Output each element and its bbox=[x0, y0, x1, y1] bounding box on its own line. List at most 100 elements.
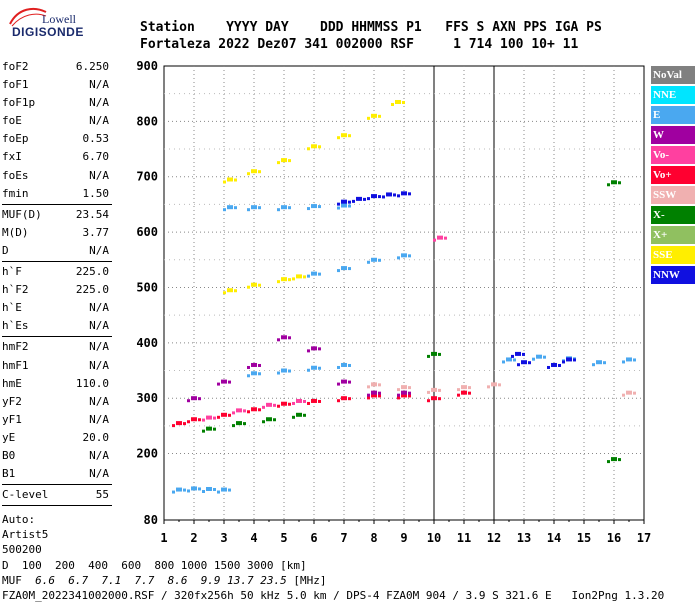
echo-point bbox=[382, 195, 385, 199]
param-row: yF2 N/A bbox=[2, 393, 112, 411]
echo-point bbox=[521, 360, 527, 365]
logo-swoosh-icon bbox=[9, 7, 47, 27]
echo-point bbox=[371, 382, 377, 387]
param-label: foEs bbox=[2, 168, 29, 182]
echo-point bbox=[318, 399, 321, 403]
echo-point bbox=[367, 385, 370, 389]
echo-point bbox=[348, 397, 351, 401]
echo-point bbox=[348, 363, 351, 367]
echo-point bbox=[543, 355, 546, 359]
param-row: hmF2 N/A bbox=[2, 338, 112, 356]
param-row: foEs N/A bbox=[2, 167, 112, 185]
echo-point bbox=[397, 396, 400, 400]
echo-point bbox=[603, 361, 606, 365]
echo-point bbox=[431, 387, 437, 392]
echo-point bbox=[247, 410, 250, 414]
y-tick-label: 300 bbox=[136, 391, 158, 405]
param-label: hmF2 bbox=[2, 340, 29, 354]
echo-point bbox=[337, 206, 340, 210]
footer-muf-label: MUF bbox=[2, 574, 22, 587]
param-value: N/A bbox=[89, 340, 109, 354]
echo-point bbox=[251, 362, 257, 367]
params-group-confidence: C-level 55 bbox=[2, 486, 112, 504]
echo-point bbox=[457, 388, 460, 392]
header-block: Station YYYY DAY DDD HHMMSS P1 FFS S AXN… bbox=[140, 19, 602, 53]
echo-point bbox=[292, 277, 295, 281]
param-value: N/A bbox=[89, 78, 109, 92]
echo-point bbox=[288, 336, 291, 340]
echo-point bbox=[367, 197, 370, 201]
x-tick-label: 16 bbox=[607, 531, 621, 545]
echo-point bbox=[311, 365, 317, 370]
echo-point bbox=[498, 383, 501, 387]
echo-point bbox=[251, 169, 257, 174]
echo-point bbox=[438, 352, 441, 356]
param-value: 23.54 bbox=[75, 207, 109, 221]
param-row: foF2 6.250 bbox=[2, 58, 112, 76]
echo-point bbox=[337, 365, 340, 369]
echo-point bbox=[296, 398, 302, 403]
echo-point bbox=[562, 360, 565, 364]
legend-item: NoVal bbox=[651, 66, 695, 84]
echo-point bbox=[303, 275, 306, 279]
polarization-legend: NoVal NNE E W Vo- Vo+ SSW X- X+ SSE NNW bbox=[651, 66, 695, 286]
digisonde-logo: Lowell DIGISONDE bbox=[4, 6, 124, 46]
echo-point bbox=[311, 271, 317, 276]
echo-point bbox=[408, 391, 411, 395]
echo-point bbox=[596, 360, 602, 365]
param-label: h`Es bbox=[2, 319, 29, 333]
legend-item: W bbox=[651, 126, 695, 144]
y-tick-label: 900 bbox=[136, 59, 158, 73]
echo-point bbox=[348, 267, 351, 271]
echo-point bbox=[611, 180, 617, 185]
autoscaling-line1: Auto: bbox=[2, 513, 36, 527]
param-value: N/A bbox=[89, 96, 109, 110]
echo-point bbox=[258, 408, 261, 412]
echo-point bbox=[262, 420, 265, 424]
echo-point bbox=[461, 385, 467, 390]
echo-point bbox=[337, 269, 340, 273]
legend-item: NNW bbox=[651, 266, 695, 284]
echo-point bbox=[234, 289, 237, 293]
echo-point bbox=[378, 258, 381, 262]
echo-point bbox=[558, 363, 561, 367]
echo-point bbox=[468, 386, 471, 390]
legend-item: E bbox=[651, 106, 695, 124]
footer-d-label: D bbox=[2, 559, 9, 572]
echo-point bbox=[352, 199, 355, 203]
echo-point bbox=[611, 457, 617, 462]
param-value: N/A bbox=[89, 243, 109, 257]
param-row: h`F 225.0 bbox=[2, 263, 112, 281]
echo-point bbox=[206, 415, 212, 420]
echo-point bbox=[337, 202, 340, 206]
echo-point bbox=[468, 391, 471, 395]
echo-point bbox=[176, 421, 182, 426]
param-value: 55 bbox=[95, 488, 109, 502]
x-tick-label: 15 bbox=[577, 531, 591, 545]
parameter-panel: foF2 6.250 foF1 N/A foF1p N/A foE N/A foEp 0.53 fx… bbox=[2, 58, 112, 557]
param-row: h`Es N/A bbox=[2, 317, 112, 335]
param-row: fmin 1.50 bbox=[2, 185, 112, 203]
echo-point bbox=[251, 282, 257, 287]
echo-point bbox=[251, 205, 257, 210]
param-label: yF1 bbox=[2, 412, 22, 426]
echo-point bbox=[281, 277, 287, 282]
echo-point bbox=[234, 206, 237, 210]
echo-point bbox=[397, 256, 400, 260]
legend-item: SSE bbox=[651, 246, 695, 264]
param-row: h`F2 225.0 bbox=[2, 281, 112, 299]
echo-point bbox=[367, 393, 370, 397]
echo-point bbox=[511, 354, 514, 358]
legend-item: SSW bbox=[651, 186, 695, 204]
echo-point bbox=[367, 260, 370, 264]
param-value: N/A bbox=[89, 394, 109, 408]
echo-point bbox=[311, 346, 317, 351]
param-value: 6.250 bbox=[75, 60, 109, 73]
echo-point bbox=[206, 486, 212, 491]
echo-point bbox=[191, 417, 197, 422]
echo-point bbox=[258, 363, 261, 367]
divider bbox=[2, 261, 112, 263]
echo-point bbox=[386, 192, 392, 197]
echo-point bbox=[307, 401, 310, 405]
